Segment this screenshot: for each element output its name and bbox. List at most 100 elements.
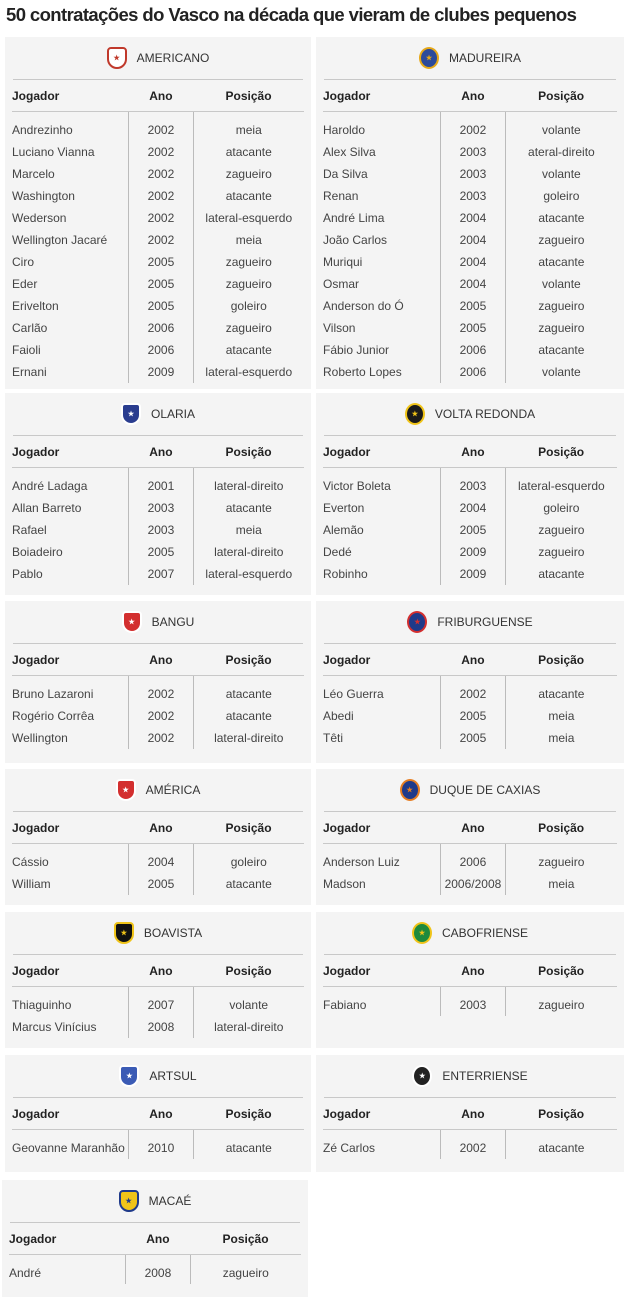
year: 2005 — [440, 705, 506, 727]
player-name: Boiadeiro — [12, 545, 63, 559]
player-name: Fabiano — [323, 998, 367, 1012]
position: atacante — [538, 687, 585, 701]
position: atacante — [538, 255, 585, 269]
table-row: Marcus Vinícius 2008 lateral-direito — [12, 1016, 304, 1038]
player-name: Ernani — [12, 365, 47, 379]
table-row: Rogério Corrêa 2002 atacante — [12, 705, 304, 727]
table-row: Everton 2004 goleiro — [323, 497, 617, 519]
position: goleiro — [543, 189, 580, 203]
club-header: ★ AMÉRICA — [13, 769, 303, 812]
position: meia — [235, 523, 262, 537]
table-row: Bruno Lazaroni 2002 atacante — [12, 683, 304, 705]
club-header: ★ BANGU — [13, 601, 303, 644]
year: 2002 — [440, 119, 506, 141]
table-header: Jogador Ano Posição — [12, 1098, 304, 1130]
table-header: Jogador Ano Posição — [12, 812, 304, 844]
column-header-player: Jogador — [12, 644, 129, 676]
column-header-position: Posição — [505, 1098, 617, 1130]
player-name: Bruno Lazaroni — [12, 687, 94, 701]
table-row: André Ladaga 2001 lateral-direito — [12, 475, 304, 497]
table-header: Jogador Ano Posição — [323, 80, 617, 112]
column-header-year: Ano — [125, 1223, 191, 1255]
position: zagueiro — [225, 321, 272, 335]
players-table: Jogador Ano Posição André 2008 zagueiro — [9, 1223, 301, 1284]
player-name: Muriqui — [323, 255, 363, 269]
position: ateral-direito — [528, 145, 595, 159]
column-header-player: Jogador — [12, 436, 129, 468]
table-row: Zé Carlos 2002 atacante — [323, 1137, 617, 1159]
player-name: André Ladaga — [12, 479, 88, 493]
position: zagueiro — [222, 1266, 269, 1280]
column-header-player: Jogador — [323, 1098, 441, 1130]
position: goleiro — [230, 299, 267, 313]
artsul-crest-icon: ★ — [119, 1065, 140, 1087]
player-name: Wellington — [12, 731, 68, 745]
column-header-position: Posição — [193, 80, 304, 112]
club-name: BOAVISTA — [143, 926, 203, 940]
year: 2005 — [440, 727, 506, 749]
player-name: Osmar — [323, 277, 359, 291]
club-name: ENTERRIENSE — [442, 1069, 528, 1083]
table-row: Alemão 2005 zagueiro — [323, 519, 617, 541]
club-card-macae: ★ MACAÉ Jogador Ano Posição André 2008 z… — [2, 1180, 308, 1297]
table-row: Erivelton 2005 goleiro — [12, 295, 304, 317]
player-name: Dedé — [323, 545, 352, 559]
table-row: Ernani 2009 lateral-esquerdo — [12, 361, 304, 383]
year: 2008 — [125, 1262, 191, 1284]
table-row: Osmar 2004 volante — [323, 273, 617, 295]
players-table: Jogador Ano Posição Anderson Luiz 2006 z… — [323, 812, 617, 895]
position: zagueiro — [538, 321, 585, 335]
column-header-year: Ano — [128, 644, 194, 676]
volta-redonda-crest-icon: ★ — [404, 403, 425, 425]
player-name: Faioli — [12, 343, 41, 357]
year: 2002 — [128, 141, 194, 163]
column-header-year: Ano — [128, 80, 194, 112]
year: 2007 — [128, 994, 194, 1016]
player-name: Anderson do Ó — [323, 299, 404, 313]
position: zagueiro — [538, 545, 585, 559]
year: 2002 — [128, 683, 194, 705]
column-header-position: Posição — [193, 812, 304, 844]
club-card-america: ★ AMÉRICA Jogador Ano Posição Cássio 200… — [5, 769, 311, 905]
year: 2002 — [440, 1137, 506, 1159]
position: atacante — [225, 145, 272, 159]
entrerriense-crest-icon: ★ — [412, 1065, 433, 1087]
table-row: Thiaguinho 2007 volante — [12, 994, 304, 1016]
table-row: Allan Barreto 2003 atacante — [12, 497, 304, 519]
column-header-position: Posição — [505, 955, 617, 987]
player-name: André Lima — [323, 211, 385, 225]
players-table: Jogador Ano Posição Thiaguinho 2007 vola… — [12, 955, 304, 1038]
table-row: Wellington Jacaré 2002 meia — [12, 229, 304, 251]
players-table: Jogador Ano Posição Geovanne Maranhão 20… — [12, 1098, 304, 1159]
player-name: Roberto Lopes — [323, 365, 402, 379]
column-header-player: Jogador — [323, 80, 441, 112]
club-name: ARTSUL — [149, 1069, 197, 1083]
position: zagueiro — [538, 523, 585, 537]
table-row: André 2008 zagueiro — [9, 1262, 301, 1284]
table-row: Anderson Luiz 2006 zagueiro — [323, 851, 617, 873]
position: meia — [548, 709, 575, 723]
year: 2006 — [440, 851, 506, 873]
table-row: Renan 2003 goleiro — [323, 185, 617, 207]
column-header-position: Posição — [190, 1223, 301, 1255]
year: 2009 — [128, 361, 194, 383]
players-table: Jogador Ano Posição Bruno Lazaroni 2002 … — [12, 644, 304, 749]
player-name: Léo Guerra — [323, 687, 384, 701]
position: volante — [542, 123, 581, 137]
year: 2003 — [128, 497, 194, 519]
table-row: João Carlos 2004 zagueiro — [323, 229, 617, 251]
players-table: Jogador Ano Posição Zé Carlos 2002 ataca… — [323, 1098, 617, 1159]
club-header: ★ MADUREIRA — [324, 37, 616, 80]
players-table: Jogador Ano Posição Andrezinho 2002 meia… — [12, 80, 304, 383]
column-header-year: Ano — [440, 955, 506, 987]
position: lateral-esquerdo — [518, 479, 605, 493]
madureira-crest-icon: ★ — [418, 47, 439, 69]
position: atacante — [538, 1141, 585, 1155]
player-name: Haroldo — [323, 123, 366, 137]
position: atacante — [225, 687, 272, 701]
club-card-bangu: ★ BANGU Jogador Ano Posição Bruno Lazaro… — [5, 601, 311, 763]
player-name: Carlão — [12, 321, 48, 335]
table-header: Jogador Ano Posição — [12, 80, 304, 112]
year: 2004 — [440, 229, 506, 251]
player-name: Alemão — [323, 523, 364, 537]
